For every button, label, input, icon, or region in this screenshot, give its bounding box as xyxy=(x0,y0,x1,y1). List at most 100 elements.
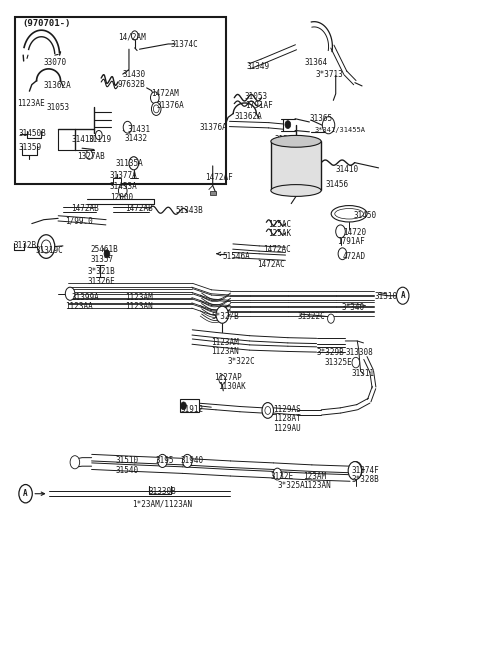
Text: 1130AK: 1130AK xyxy=(218,382,246,392)
Text: 313308: 313308 xyxy=(345,348,373,357)
Text: 3*325A: 3*325A xyxy=(277,482,305,490)
Text: 31365: 31365 xyxy=(310,114,333,124)
Text: 31374F: 31374F xyxy=(351,466,379,474)
Text: 14/2AM: 14/2AM xyxy=(118,33,146,42)
Circle shape xyxy=(265,407,271,415)
Text: A: A xyxy=(401,291,406,300)
Text: 31377A: 31377A xyxy=(110,171,138,180)
Text: 3*341/31455A: 3*341/31455A xyxy=(314,127,365,133)
Text: 31119: 31119 xyxy=(88,135,111,143)
Circle shape xyxy=(37,235,55,258)
Circle shape xyxy=(273,468,282,480)
Circle shape xyxy=(349,462,362,479)
Text: 31310: 31310 xyxy=(375,292,398,301)
Text: 125AK: 125AK xyxy=(268,229,291,238)
Text: 1472AM: 1472AM xyxy=(152,89,179,99)
Text: 1472AB: 1472AB xyxy=(125,204,153,213)
Text: 33070: 33070 xyxy=(44,58,67,68)
Text: 31430: 31430 xyxy=(123,70,146,79)
Ellipse shape xyxy=(331,206,367,222)
Text: 3*321B: 3*321B xyxy=(88,267,116,276)
Text: 51343B: 51343B xyxy=(175,206,203,215)
Bar xyxy=(15,17,226,184)
Text: 1*23AM/1123AN: 1*23AM/1123AN xyxy=(132,499,192,508)
Text: 31362A: 31362A xyxy=(44,81,72,91)
Text: 1123AA: 1123AA xyxy=(65,302,93,311)
Circle shape xyxy=(123,122,132,133)
Text: 1129AU: 1129AU xyxy=(274,424,301,434)
Text: 3*3713: 3*3713 xyxy=(316,70,343,79)
Bar xyxy=(113,177,121,184)
Text: 31359: 31359 xyxy=(19,143,42,152)
Text: 31364: 31364 xyxy=(305,58,328,67)
Text: 31322C: 31322C xyxy=(298,311,325,321)
Text: 1123AM: 1123AM xyxy=(211,338,239,347)
Text: 1791AF: 1791AF xyxy=(337,237,365,246)
Circle shape xyxy=(86,150,93,160)
Circle shape xyxy=(152,102,161,116)
Text: 31357: 31357 xyxy=(91,255,114,264)
Circle shape xyxy=(132,31,138,40)
Text: 3*340: 3*340 xyxy=(341,303,365,312)
Text: 31431: 31431 xyxy=(128,125,151,133)
Text: 5*32/B: 5*32/B xyxy=(211,311,239,321)
Text: 31325E: 31325E xyxy=(324,358,352,367)
Text: 31053: 31053 xyxy=(46,103,69,112)
Circle shape xyxy=(154,105,159,113)
Text: 31912: 31912 xyxy=(180,405,204,414)
Text: 31135A: 31135A xyxy=(116,159,144,168)
Text: 31374C: 31374C xyxy=(170,40,198,49)
Text: A: A xyxy=(23,489,27,498)
Text: 1123AN: 1123AN xyxy=(303,482,331,490)
Circle shape xyxy=(129,157,139,170)
Circle shape xyxy=(182,455,192,468)
Circle shape xyxy=(216,306,228,323)
Circle shape xyxy=(219,375,226,384)
Circle shape xyxy=(104,250,110,258)
Text: 125AC: 125AC xyxy=(268,219,291,229)
Circle shape xyxy=(65,287,75,300)
Text: 31362A: 31362A xyxy=(234,112,262,121)
Circle shape xyxy=(96,131,102,140)
Circle shape xyxy=(348,462,361,480)
Text: 31410: 31410 xyxy=(336,166,359,174)
Bar xyxy=(210,191,216,194)
Text: 31456: 31456 xyxy=(325,180,348,189)
Circle shape xyxy=(151,92,159,104)
Text: 1123AN: 1123AN xyxy=(126,302,154,311)
Circle shape xyxy=(157,455,167,468)
Text: 3132E: 3132E xyxy=(271,472,294,480)
Circle shape xyxy=(262,403,274,419)
Text: 1123AE: 1123AE xyxy=(17,99,45,108)
Text: 31326E: 31326E xyxy=(88,277,116,286)
Text: 1123AM: 1123AM xyxy=(126,292,154,302)
Ellipse shape xyxy=(271,135,321,147)
Ellipse shape xyxy=(271,185,321,196)
Text: 1/99.0: 1/99.0 xyxy=(65,216,93,225)
Text: 1123AN: 1123AN xyxy=(211,347,239,356)
Text: 14720: 14720 xyxy=(343,227,366,237)
Text: 1472AB: 1472AB xyxy=(72,204,99,213)
Text: 31450B: 31450B xyxy=(19,129,47,137)
Bar xyxy=(180,399,199,413)
Text: 31510: 31510 xyxy=(116,457,139,465)
Text: 31330B: 31330B xyxy=(148,487,176,496)
Circle shape xyxy=(338,248,347,260)
Text: 31311: 31311 xyxy=(351,369,375,378)
Text: 3*328B: 3*328B xyxy=(351,476,379,484)
Text: 31319C: 31319C xyxy=(35,246,63,255)
Text: 31432: 31432 xyxy=(124,134,147,143)
Text: 97632B: 97632B xyxy=(118,80,146,89)
Circle shape xyxy=(41,240,51,253)
Text: 31453A: 31453A xyxy=(110,183,138,191)
Circle shape xyxy=(285,121,291,129)
Text: 472AD: 472AD xyxy=(342,252,366,261)
Text: 1472AC: 1472AC xyxy=(263,244,291,254)
Text: 31410: 31410 xyxy=(72,135,95,143)
Circle shape xyxy=(352,357,360,368)
Circle shape xyxy=(119,185,127,196)
Text: 1327AB: 1327AB xyxy=(77,152,105,160)
Text: 1129AS: 1129AS xyxy=(274,405,301,414)
Text: 12000: 12000 xyxy=(110,193,133,202)
Text: 31053: 31053 xyxy=(245,92,268,101)
